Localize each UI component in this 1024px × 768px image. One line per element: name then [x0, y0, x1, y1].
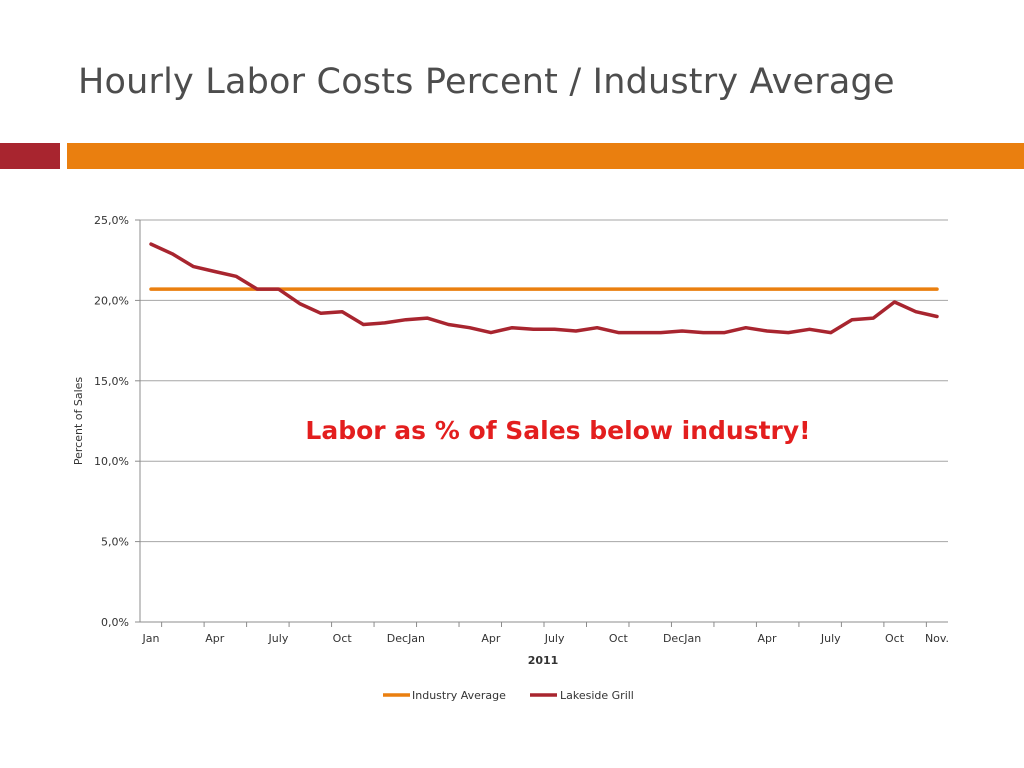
slide-title: Hourly Labor Costs Percent / Industry Av…	[78, 62, 895, 102]
x-tick-label: DecJan	[387, 632, 425, 645]
y-axis: 0,0% 5,0% 10,0% 15,0% 20,0% 25,0%	[94, 214, 141, 629]
y-tick-label: 20,0%	[94, 294, 129, 307]
y-tick-label: 0,0%	[101, 616, 129, 629]
x-tick-label: Oct	[609, 632, 629, 645]
x-tick-label: DecJan	[663, 632, 701, 645]
legend-label: Industry Average	[412, 689, 506, 702]
legend-label: Lakeside Grill	[560, 689, 634, 702]
series-lines	[149, 242, 939, 335]
x-tick-label: July	[820, 632, 841, 645]
x-tick-label: July	[268, 632, 289, 645]
chart-annotation: Labor as % of Sales below industry!	[305, 416, 810, 445]
x-tick-label: Apr	[758, 632, 778, 645]
legend: Industry Average Lakeside Grill	[383, 689, 634, 702]
y-tick-label: 5,0%	[101, 536, 129, 549]
accent-bar-orange	[67, 143, 1024, 169]
x-tick-label: July	[544, 632, 565, 645]
x-axis-title: 2011	[528, 654, 559, 667]
x-tick-label: Nov.	[925, 632, 949, 645]
series-line-lakeside-grill	[149, 242, 939, 335]
x-axis: Jan Apr July Oct DecJan Apr July Oct DecJan Apr Ju…	[140, 621, 949, 645]
y-tick-label: 10,0%	[94, 455, 129, 468]
x-tick-label: Oct	[885, 632, 905, 645]
y-axis-label: Percent of Sales	[72, 377, 85, 466]
x-tick-label: Oct	[333, 632, 353, 645]
accent-bar-red	[0, 143, 60, 169]
y-tick-label: 25,0%	[94, 214, 129, 227]
y-tick-label: 15,0%	[94, 375, 129, 388]
x-tick-label: Jan	[142, 632, 160, 645]
x-tick-label: Apr	[205, 632, 225, 645]
gridlines	[140, 219, 948, 543]
x-tick-label: Apr	[481, 632, 501, 645]
